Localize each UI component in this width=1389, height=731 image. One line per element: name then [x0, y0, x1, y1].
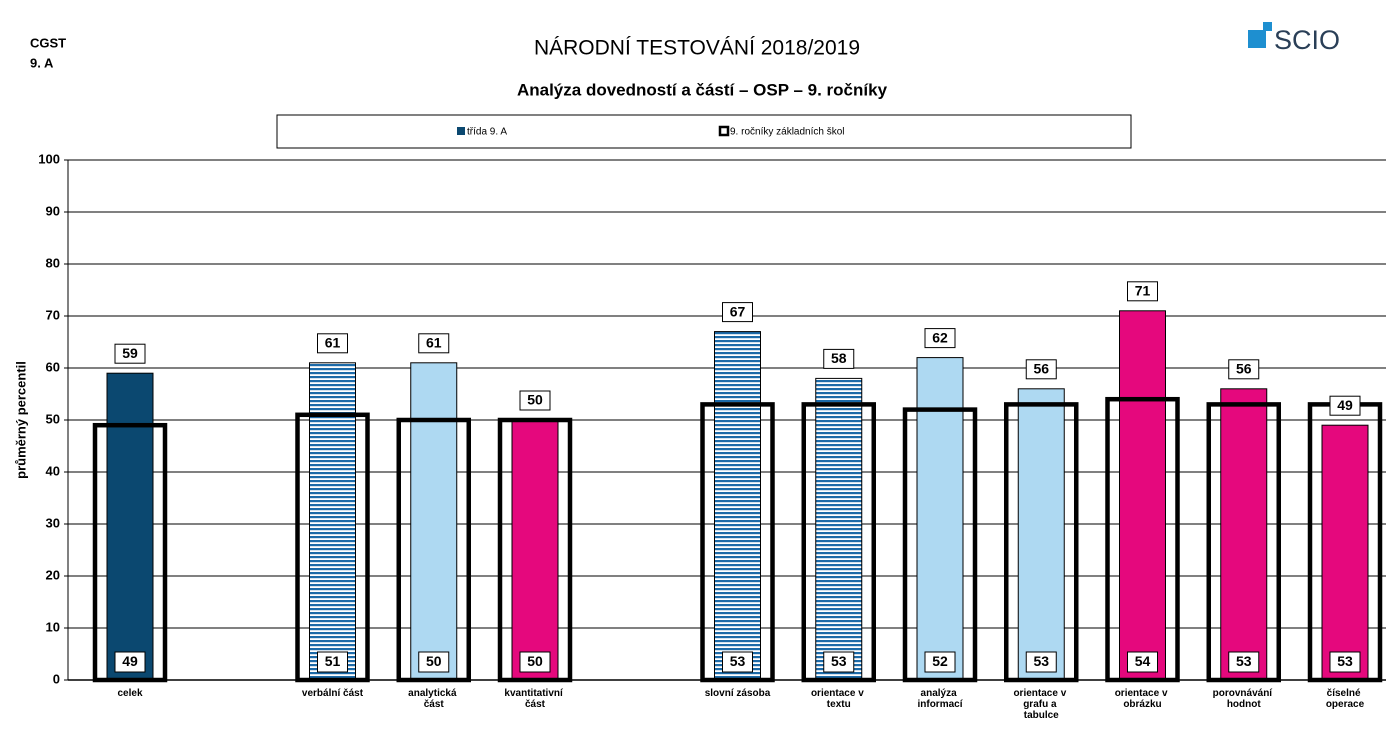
legend-box: [276, 114, 1132, 149]
value-label-box: [722, 651, 753, 673]
value-label: 50: [426, 653, 442, 669]
school: CGST: [30, 35, 66, 50]
value-label: 53: [831, 653, 847, 669]
bar: [815, 377, 863, 681]
x-tick-label: orientace v textu: [811, 688, 867, 710]
value-label: 49: [1337, 397, 1353, 413]
value-label-box: [823, 348, 855, 369]
bar: [1119, 310, 1166, 681]
value-label: 50: [527, 653, 543, 669]
value-label-box: [114, 651, 146, 673]
y-axis-label: průměrný percentil: [13, 361, 28, 479]
x-tick-label: verbální část: [302, 688, 364, 699]
bar: [106, 372, 154, 681]
value-label: 59: [122, 345, 138, 361]
legend-swatch: [457, 127, 465, 135]
value-label-box: [1025, 359, 1057, 380]
x-tick-label: analytická část: [408, 688, 459, 710]
y-tick-label: 50: [46, 411, 60, 426]
value-label: 53: [730, 653, 746, 669]
legend-label: třída 9. A: [467, 127, 507, 138]
y-tick-label: 40: [46, 463, 60, 478]
x-tick-label: kvantitativní část: [504, 688, 565, 710]
logo-square: [1248, 30, 1266, 48]
y-tick-label: 70: [46, 307, 60, 322]
value-label-box: [1228, 359, 1260, 380]
value-label: 51: [325, 653, 341, 669]
value-label-box: [114, 343, 146, 364]
value-label: 56: [1033, 361, 1049, 377]
value-label: 56: [1236, 361, 1252, 377]
value-label: 53: [1033, 653, 1049, 669]
value-label-box: [1228, 651, 1260, 673]
value-label: 61: [325, 335, 341, 351]
value-label: 62: [932, 329, 948, 345]
x-tick-label: slovní zásoba: [705, 688, 771, 699]
x-tick-label: orientace v obrázku: [1115, 688, 1171, 710]
x-tick-label: porovnávání hodnot: [1213, 688, 1275, 710]
bar: [1220, 388, 1268, 681]
logo: SCIO: [1248, 22, 1340, 55]
bar: [1321, 424, 1369, 681]
chart-title: NÁRODNÍ TESTOVÁNÍ 2018/2019: [534, 37, 860, 60]
value-label-box: [519, 651, 551, 673]
legend-swatch: [718, 125, 730, 137]
value-label-box: [418, 333, 450, 354]
bar: [714, 331, 761, 681]
value-label: 54: [1135, 653, 1151, 669]
value-label-box: [1127, 651, 1158, 673]
value-label-box: [1025, 651, 1057, 673]
value-label-box: [317, 651, 348, 673]
chart-subtitle: Analýza dovedností a částí – OSP – 9. ro…: [517, 80, 888, 99]
legend-label: 9. ročníky základních škol: [730, 127, 845, 138]
value-label-box: [823, 651, 855, 673]
bar: [1017, 388, 1065, 681]
y-tick-label: 30: [46, 515, 60, 530]
value-label: 50: [527, 392, 543, 408]
y-tick-label: 0: [53, 671, 60, 686]
value-label-box: [418, 651, 450, 673]
value-label-box: [1329, 651, 1361, 673]
y-tick-label: 20: [46, 567, 60, 582]
value-label-box: [317, 333, 348, 354]
value-label-box: [924, 651, 956, 673]
y-tick-label: 60: [46, 359, 60, 374]
y-tick-label: 90: [46, 203, 60, 218]
y-tick-label: 80: [46, 255, 60, 270]
bar: [309, 362, 356, 681]
y-tick-label: 100: [38, 151, 60, 166]
logo-text: SCIO: [1274, 25, 1340, 55]
bar: [916, 357, 964, 681]
logo-square: [1263, 22, 1272, 31]
value-label: 67: [730, 303, 746, 319]
value-label-box: [1127, 281, 1158, 302]
value-label: 52: [932, 653, 948, 669]
bar: [410, 362, 458, 681]
x-tick-label: orientace v grafu a tabulce: [1013, 688, 1069, 721]
value-label: 53: [1337, 653, 1353, 669]
value-label-box: [722, 302, 753, 323]
value-label: 53: [1236, 653, 1252, 669]
value-label: 49: [122, 653, 138, 669]
value-label: 71: [1135, 283, 1151, 299]
value-label-box: [1329, 395, 1361, 416]
class: 9. A: [30, 55, 54, 70]
x-tick-label: analýza informací: [917, 688, 963, 710]
x-tick-label: celek: [117, 688, 142, 699]
value-label-box: [519, 390, 551, 411]
y-tick-label: 10: [46, 619, 60, 634]
value-label: 58: [831, 350, 847, 366]
value-label-box: [924, 328, 956, 349]
bar: [511, 419, 559, 681]
value-label: 61: [426, 335, 442, 351]
x-tick-label: číselné operace: [1326, 688, 1365, 710]
